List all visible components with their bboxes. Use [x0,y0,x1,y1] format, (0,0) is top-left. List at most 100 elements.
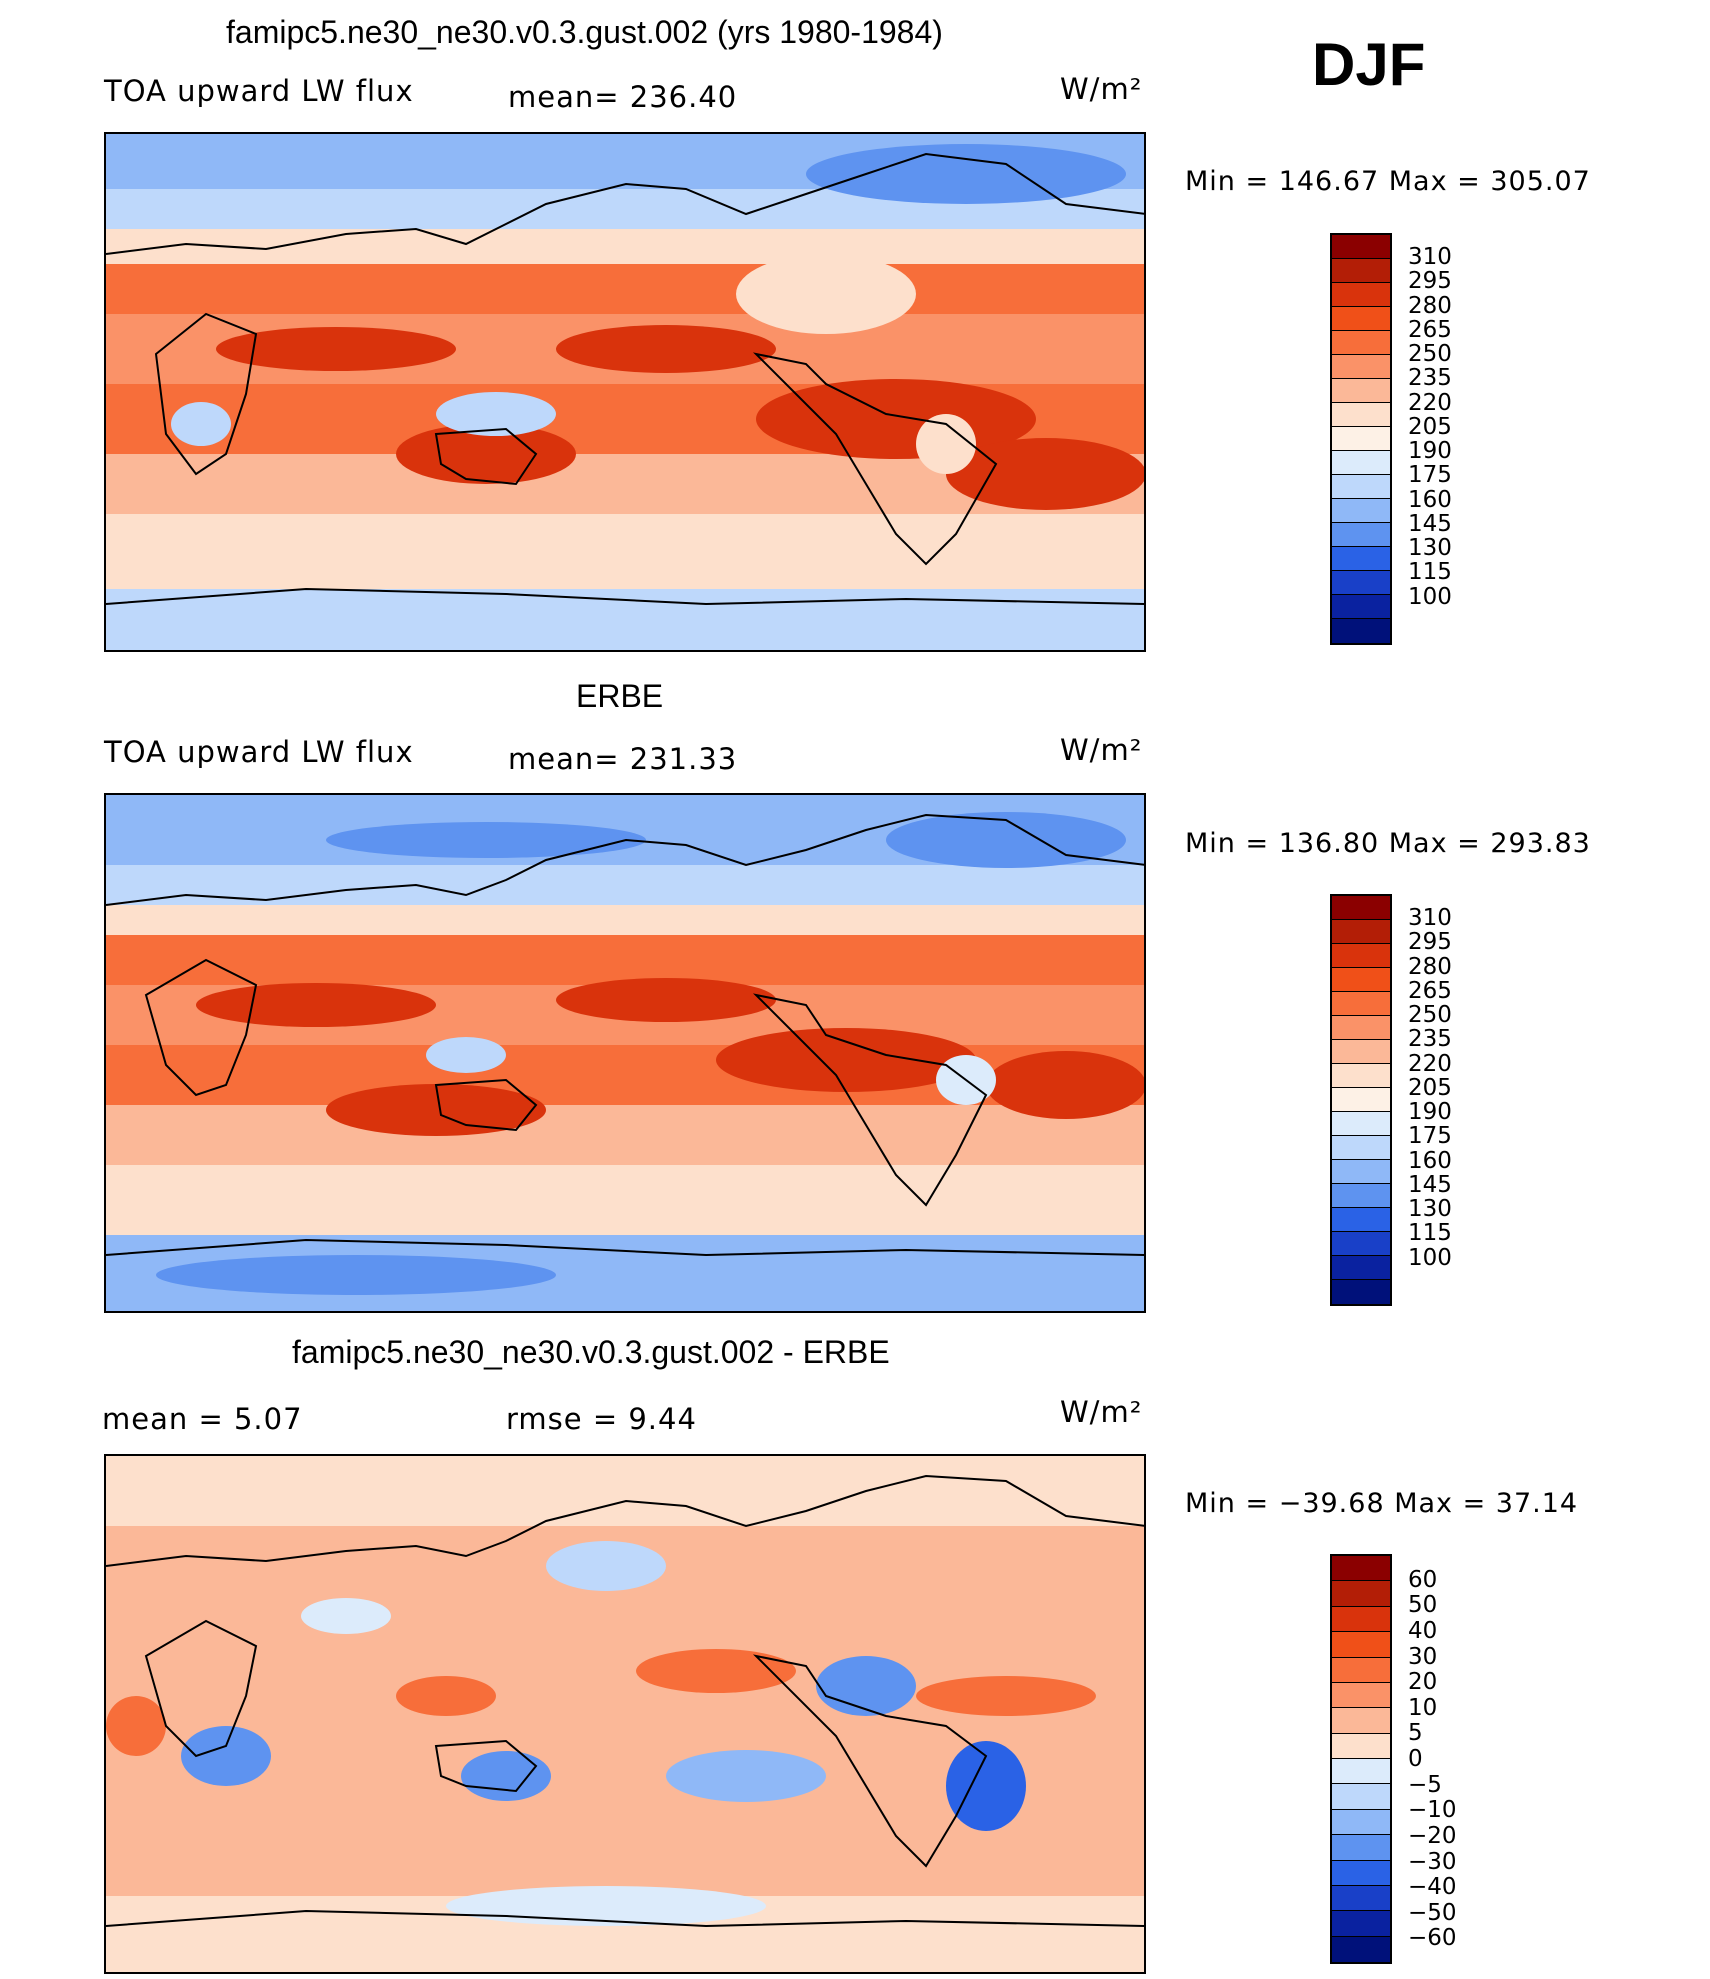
panel2-coastline-australia [434,1078,538,1132]
panel3-australia-neg [461,1751,551,1801]
colorbar-tick-label: 220 [1408,1050,1452,1077]
panel3-rmse-label: rmse = 9.44 [506,1402,697,1436]
panel3-map [104,1454,1146,1974]
colorbar-tick-label: 310 [1408,905,1452,932]
colorbar-tick-label: −60 [1408,1925,1457,1952]
panel1-midlat-north [106,229,1144,269]
colorbar-cell [1332,1733,1390,1759]
panel1-coastline-south-america [752,352,998,566]
panel3-africa-neg [181,1726,271,1786]
colorbar-tick-label: 10 [1408,1694,1438,1721]
panel3-central-america-neg [816,1656,916,1716]
colorbar-cell [1332,1016,1390,1040]
colorbar-cell [1332,920,1390,944]
colorbar-cell [1332,235,1390,259]
colorbar-cell [1332,1232,1390,1256]
panel1-colorbar [1330,233,1392,645]
colorbar-tick-label: 220 [1408,389,1452,416]
colorbar-cell [1332,1657,1390,1683]
colorbar-cell [1332,1088,1390,1112]
colorbar-tick-label: 115 [1408,1220,1452,1247]
panel3-tibet-neg [301,1598,391,1634]
colorbar-cell [1332,1556,1390,1582]
colorbar-tick-label: 100 [1408,583,1452,610]
panel2-australia-max [326,1084,546,1136]
panel1-minmax: Min = 146.67 Max = 305.07 [1185,166,1591,197]
panel2-antarctic-min [156,1255,556,1295]
colorbar-tick-label: 250 [1408,341,1452,368]
colorbar-cell [1332,1040,1390,1064]
colorbar-cell [1332,259,1390,283]
colorbar-tick-label: 175 [1408,1123,1452,1150]
panel2-southern-ocean [106,1165,1144,1235]
panel2-map-svg [106,795,1144,1311]
colorbar-cell [1332,547,1390,571]
panel3-coastline-australia [434,1739,538,1793]
colorbar-tick-label: −20 [1408,1822,1457,1849]
panel2-se-pacific-max [716,1028,976,1092]
colorbar-cell [1332,1632,1390,1658]
colorbar-cell [1332,1064,1390,1088]
panel1-coastline-australia [434,427,538,486]
colorbar-tick-label: 130 [1408,1196,1452,1223]
panel3-map-svg [106,1456,1144,1972]
colorbar-cell [1332,992,1390,1016]
colorbar-tick-label: 145 [1408,1171,1452,1198]
panel1-map-svg [106,134,1144,650]
panel1-pacific-max [556,325,776,373]
panel1-amazon-min [916,414,976,474]
panel1-southern-ocean [106,514,1144,589]
panel1-map [104,132,1146,652]
panel2-subtropic-north [106,935,1144,985]
colorbar-tick-label: 205 [1408,1074,1452,1101]
colorbar-cell [1332,427,1390,451]
panel3-coastline-south-america [752,1654,988,1868]
colorbar-tick-label: 30 [1408,1643,1438,1670]
panel2-pacific-max [556,978,776,1022]
colorbar-tick-label: 280 [1408,953,1452,980]
colorbar-cell [1332,355,1390,379]
panel3-atlantic-pos [916,1676,1096,1716]
season-label: DJF [1312,31,1426,98]
colorbar-cell [1332,1136,1390,1160]
colorbar-cell [1332,1708,1390,1734]
colorbar-cell [1332,1208,1390,1232]
colorbar-tick-label: −50 [1408,1899,1457,1926]
colorbar-cell [1332,595,1390,619]
colorbar-tick-label: 145 [1408,510,1452,537]
panel3-coastline-antarctica [106,1909,1144,1928]
colorbar-cell [1332,968,1390,992]
colorbar-tick-label: 190 [1408,1099,1452,1126]
panel3-colorbar-labels: 60 50 40 30 20 10 5 0 −5 −10 −20 −30 −40 −50 −60 [1408,1554,1488,1964]
panel2-colorbar [1330,894,1392,1306]
colorbar-tick-label: 130 [1408,535,1452,562]
colorbar-cell [1332,1835,1390,1861]
colorbar-cell [1332,283,1390,307]
colorbar-cell [1332,403,1390,427]
colorbar-cell [1332,1581,1390,1607]
colorbar-cell [1332,896,1390,920]
panel3-minmax: Min = −39.68 Max = 37.14 [1185,1488,1579,1519]
panel3-colorbar [1330,1554,1392,1964]
panel1-variable-label: TOA upward LW flux [104,74,414,108]
panel3-pacific-pos [636,1649,796,1693]
panel1-npacific-cool [736,254,916,334]
colorbar-cell [1332,1936,1390,1962]
panel3-amazon-neg [946,1741,1026,1831]
panel2-siberia-min [326,822,646,858]
panel1-colorbar-labels: 310 295 280 265 250 235 220 205 190 175 160 145 130 1… [1408,233,1488,645]
colorbar-cell [1332,944,1390,968]
colorbar-cell [1332,1682,1390,1709]
colorbar-cell [1332,475,1390,499]
colorbar-tick-label: 295 [1408,929,1452,956]
panel3-coastline-africa [144,1619,258,1758]
panel2-midlat-south [106,1105,1144,1165]
panel3-title: famipc5.ne30_ne30.v0.3.gust.002 - ERBE [292,1334,890,1370]
panel2-coastline-south-america [752,993,988,1207]
colorbar-cell [1332,619,1390,643]
colorbar-cell [1332,379,1390,403]
panel2-title: ERBE [576,678,664,714]
panel2-variable-label: TOA upward LW flux [104,735,414,769]
colorbar-cell [1332,1184,1390,1208]
colorbar-cell [1332,1256,1390,1280]
